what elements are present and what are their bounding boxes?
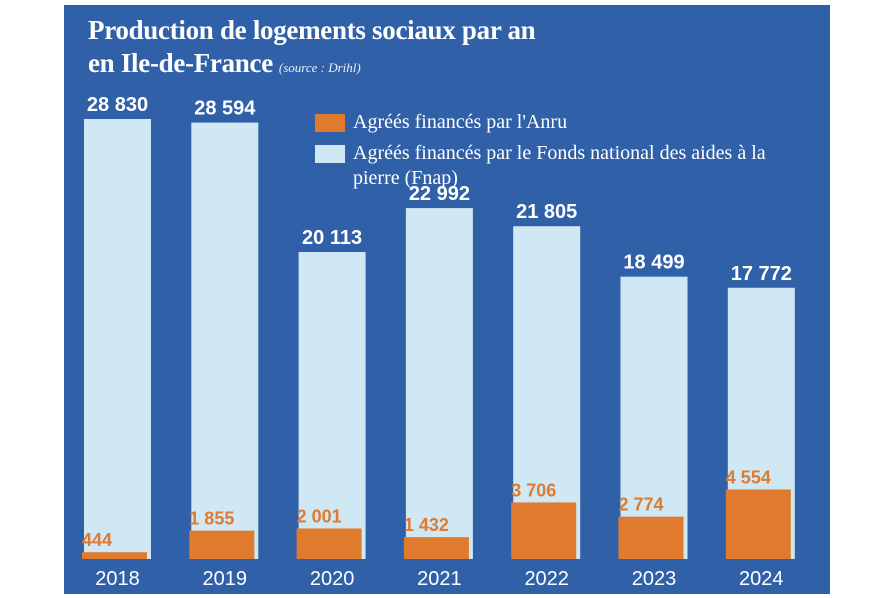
legend-swatch-fnap [315,145,345,163]
bar-anru-2019 [189,530,255,559]
x-tick-2019: 2019 [203,568,248,590]
value-label-anru-2019: 1 855 [189,509,234,529]
legend-item-anru: Agréés financés par l'Anru [315,110,783,135]
bar-anru-2023 [618,516,684,559]
x-tick-2018: 2018 [95,568,140,590]
legend-label-anru: Agréés financés par l'Anru [353,111,568,133]
chart-title: Production de logements sociaux par an e… [88,14,536,84]
chart-legend: Agréés financés par l'Anru Agréés financ… [315,110,783,197]
value-label-anru-2022: 3 706 [511,480,556,500]
x-tick-2020: 2020 [310,568,355,590]
value-label-fnap-2024: 17 772 [731,263,792,285]
chart-title-line-2: en Ile-de-France (source : Drihl) [88,47,535,84]
chart-title-region: en Ile-de-France [88,48,273,78]
value-label-fnap-2020: 20 113 [302,227,362,249]
bar-fnap-2018 [84,119,151,559]
x-tick-2023: 2023 [632,568,677,590]
value-label-anru-2024: 4 554 [726,467,771,487]
chart-title-line-1: Production de logements sociaux par an [88,15,536,45]
bar-fnap-2021 [405,208,473,559]
x-tick-2022: 2022 [524,568,569,590]
value-label-anru-2020: 2 001 [297,506,342,526]
value-label-anru-2021: 1 432 [404,515,449,535]
bar-fnap-2020 [298,252,366,559]
value-label-fnap-2018: 28 830 [87,94,148,116]
value-label-fnap-2023: 18 499 [623,252,684,274]
legend-label-fnap: Agréés financés par le Fonds national de… [353,142,766,189]
bar-anru-2020 [296,528,362,559]
chart-source: (source : Drihl) [278,60,361,75]
value-label-fnap-2022: 21 805 [516,201,577,223]
bar-anru-2024 [725,489,791,559]
x-tick-2021: 2021 [417,568,462,590]
bar-anru-2022 [511,502,577,559]
legend-swatch-anru [315,114,345,132]
value-label-anru-2018: 444 [82,530,112,550]
bar-anru-2018 [82,552,147,559]
bar-fnap-2023 [620,276,688,559]
x-tick-2024: 2024 [739,568,784,590]
value-label-anru-2023: 2 774 [619,495,664,515]
value-label-fnap-2019: 28 594 [194,98,256,120]
value-label-fnap-2021: 22 992 [409,183,470,205]
legend-item-fnap: Agréés financés par le Fonds national de… [315,141,783,191]
bar-fnap-2019 [191,122,259,559]
bar-anru-2021 [403,537,469,559]
